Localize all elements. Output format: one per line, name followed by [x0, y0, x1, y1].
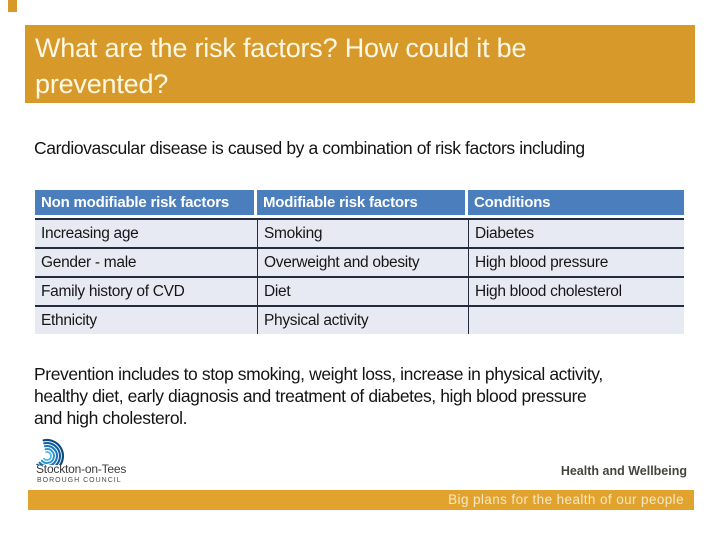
council-name: Stockton-on-Tees [36, 462, 127, 476]
table-cell [468, 307, 684, 334]
table-row: Ethnicity Physical activity [35, 305, 684, 334]
prevention-text: Prevention includes to stop smoking, wei… [34, 363, 699, 429]
table-cell: Physical activity [257, 307, 468, 334]
table-cell: Diet [257, 278, 468, 305]
table-cell: Diabetes [468, 220, 684, 247]
table-header-conditions: Conditions [468, 190, 684, 215]
table-cell: High blood cholesterol [468, 278, 684, 305]
prevention-line-1: Prevention includes to stop smoking, wei… [34, 364, 603, 384]
corner-accent [8, 0, 17, 12]
table-row: Gender - male Overweight and obesity Hig… [35, 247, 684, 276]
table-cell: Increasing age [35, 220, 257, 247]
page-title-line-2: prevented? [35, 69, 169, 99]
prevention-line-3: and high cholesterol. [34, 408, 188, 428]
intro-text: Cardiovascular disease is caused by a co… [34, 138, 585, 158]
table-header-non-modifiable: Non modifiable risk factors [35, 190, 257, 215]
table-cell: Family history of CVD [35, 278, 257, 305]
title-bar: What are the risk factors? How could it … [25, 25, 695, 103]
table-header-row: Non modifiable risk factors Modifiable r… [35, 190, 684, 215]
ripple-arcs-icon [33, 438, 65, 465]
department-label: Health and Wellbeing [560, 464, 687, 478]
council-subtitle: BOROUGH COUNCIL [37, 477, 122, 484]
table-cell: Smoking [257, 220, 468, 247]
prevention-line-2: healthy diet, early diagnosis and treatm… [34, 386, 587, 406]
tagline-bar: Big plans for the health of our people [28, 490, 694, 510]
table-cell: Overweight and obesity [257, 249, 468, 276]
table-row: Increasing age Smoking Diabetes [35, 218, 684, 247]
table-header-modifiable: Modifiable risk factors [257, 190, 468, 215]
risk-factors-table: Non modifiable risk factors Modifiable r… [35, 190, 684, 334]
table-cell: Gender - male [35, 249, 257, 276]
page-title-line-1: What are the risk factors? How could it … [35, 33, 527, 63]
table-row: Family history of CVD Diet High blood ch… [35, 276, 684, 305]
tagline-text: Big plans for the health of our people [448, 492, 684, 507]
table-cell: High blood pressure [468, 249, 684, 276]
table-cell: Ethnicity [35, 307, 257, 334]
